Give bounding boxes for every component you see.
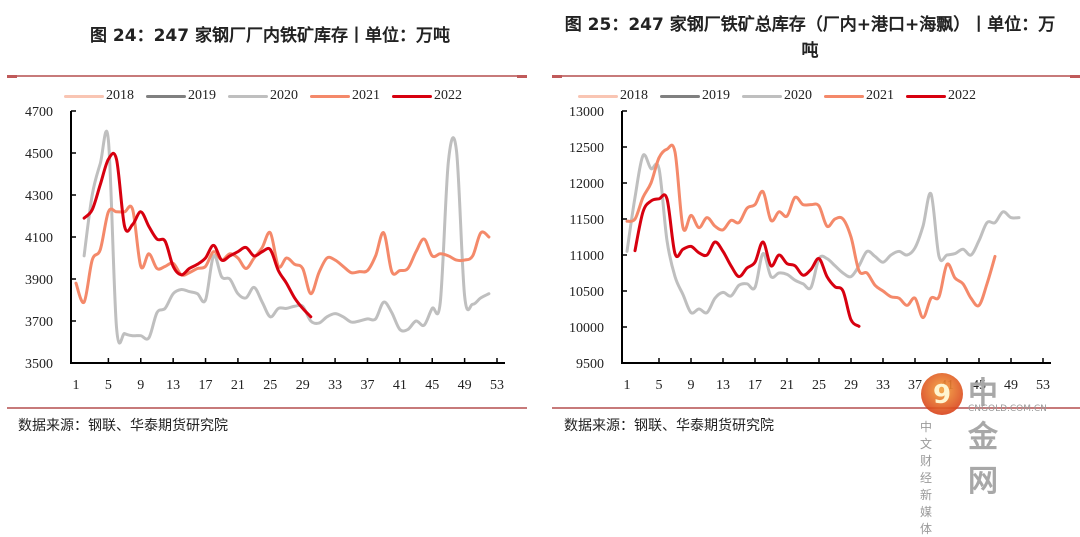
y-tick-label: 9500: [576, 357, 604, 372]
legend-label: 2019: [188, 88, 216, 103]
y-tick-label: 12500: [569, 141, 604, 156]
legend-swatch: [906, 94, 946, 98]
x-tick-label: 49: [458, 378, 472, 393]
legend-item-2019: 2019: [146, 88, 216, 104]
legend-swatch: [392, 94, 432, 98]
x-tick-label: 13: [716, 378, 730, 393]
y-tick-label: 11500: [570, 213, 604, 228]
y-tick-label: 4500: [25, 147, 53, 162]
x-tick-label: 41: [393, 378, 407, 393]
x-tick-label: 49: [1004, 378, 1018, 393]
x-tick-label: 53: [490, 378, 504, 393]
y-tick-label: 3900: [25, 273, 53, 288]
legend-item-2020: 2020: [742, 88, 812, 104]
legend-swatch: [578, 94, 618, 98]
legend-swatch: [824, 94, 864, 98]
series-line-2022: [82, 151, 313, 319]
y-tick-label: 4100: [25, 231, 53, 246]
x-tick-label: 9: [688, 378, 695, 393]
watermark-tagline: 中 文 财 经 新 媒 体: [920, 420, 933, 536]
legend-item-2018: 2018: [578, 88, 648, 104]
y-tick-label: 12000: [569, 177, 604, 192]
data-source: 数据来源：钢联、华泰期货研究院: [18, 418, 228, 434]
chart-legend: 2018 2019 2020 2021 2022: [64, 88, 468, 104]
legend-swatch: [742, 94, 782, 98]
x-tick-label: 17: [199, 378, 213, 393]
legend-label: 2018: [106, 88, 134, 103]
y-tick-label: 10000: [569, 321, 604, 336]
legend-label: 2020: [784, 88, 812, 103]
x-tick-label: 5: [656, 378, 663, 393]
x-tick-label: 29: [844, 378, 858, 393]
series-line-2021: [625, 143, 997, 320]
legend-label: 2022: [948, 88, 976, 103]
x-tick-label: 9: [137, 378, 144, 393]
watermark-domain: CNGOLD.COM.CN: [968, 404, 1047, 414]
y-tick-label: 13000: [569, 105, 604, 120]
legend-label: 2022: [434, 88, 462, 103]
data-source: 数据来源：钢联、华泰期货研究院: [564, 418, 774, 434]
x-tick-label: 5: [105, 378, 112, 393]
chart-plot-right: 9500 10000 10500 11000 11500 12000 12500 13000 1…: [569, 105, 1051, 393]
legend-item-2020: 2020: [228, 88, 298, 104]
x-tick-label: 45: [425, 378, 439, 393]
legend-item-2019: 2019: [660, 88, 730, 104]
legend-label: 2018: [620, 88, 648, 103]
legend-swatch: [660, 94, 700, 98]
x-tick-label: 53: [1036, 378, 1050, 393]
chart-title-text: 图 25：247 家钢厂铁矿总库存（厂内+港口+海飘）丨单位：万吨: [564, 15, 1056, 61]
source-divider: [7, 407, 527, 409]
series-line-2020: [82, 129, 491, 345]
title-divider: [7, 75, 527, 78]
y-tick-label: 3700: [25, 315, 53, 330]
x-tick-label: 1: [624, 378, 631, 393]
cngold-logo-icon: 9: [921, 373, 963, 415]
x-tick-label: 25: [263, 378, 277, 393]
y-tick-label: 11000: [570, 249, 604, 264]
chart-title: 图 25：247 家钢厂铁矿总库存（厂内+港口+海飘）丨单位：万吨: [540, 12, 1080, 64]
x-tick-label: 29: [296, 378, 310, 393]
legend-label: 2021: [352, 88, 380, 103]
x-tick-label: 25: [812, 378, 826, 393]
chart-panel-right: 图 25：247 家钢厂铁矿总库存（厂内+港口+海飘）丨单位：万吨 2018 2…: [540, 0, 1080, 444]
x-tick-label: 33: [328, 378, 342, 393]
svg-text:9: 9: [933, 380, 951, 410]
chart-panel-left: 图 24：247 家钢厂厂内铁矿库存丨单位：万吨 2018 2019 2020 …: [0, 0, 540, 444]
legend-swatch: [228, 94, 268, 98]
x-tick-label: 37: [360, 378, 374, 393]
source-divider: [552, 407, 1080, 409]
chart-legend: 2018 2019 2020 2021 2022: [578, 88, 982, 104]
y-tick-label: 4700: [25, 105, 53, 120]
legend-swatch: [310, 94, 350, 98]
x-tick-label: 45: [972, 378, 986, 393]
chart-title: 图 24：247 家钢厂厂内铁矿库存丨单位：万吨: [90, 26, 450, 46]
series-line-2021: [74, 204, 491, 305]
x-tick-label: 37: [908, 378, 922, 393]
title-divider: [552, 75, 1080, 78]
legend-item-2018: 2018: [64, 88, 134, 104]
legend-item-2021: 2021: [824, 88, 894, 104]
watermark-brand: 中金网: [968, 376, 998, 499]
legend-label: 2020: [270, 88, 298, 103]
chart-plot-left: 3500 3700 3900 4100 4300 4500 4700 1 5 9 13 17 21 25 2…: [25, 105, 505, 393]
legend-swatch: [64, 94, 104, 98]
series-line-2022: [633, 193, 861, 328]
x-tick-label: 13: [166, 378, 180, 393]
legend-item-2021: 2021: [310, 88, 380, 104]
y-tick-label: 10500: [569, 285, 604, 300]
x-tick-label: 33: [876, 378, 890, 393]
y-tick-label: 4300: [25, 189, 53, 204]
legend-label: 2021: [866, 88, 894, 103]
y-tick-label: 3500: [25, 357, 53, 372]
legend-item-2022: 2022: [906, 88, 976, 104]
x-tick-label: 17: [748, 378, 762, 393]
legend-item-2022: 2022: [392, 88, 462, 104]
legend-swatch: [146, 94, 186, 98]
x-tick-label: 21: [231, 378, 245, 393]
x-tick-label: 21: [780, 378, 794, 393]
x-tick-label: 1: [73, 378, 80, 393]
legend-label: 2019: [702, 88, 730, 103]
series-line-2020: [625, 153, 1021, 315]
